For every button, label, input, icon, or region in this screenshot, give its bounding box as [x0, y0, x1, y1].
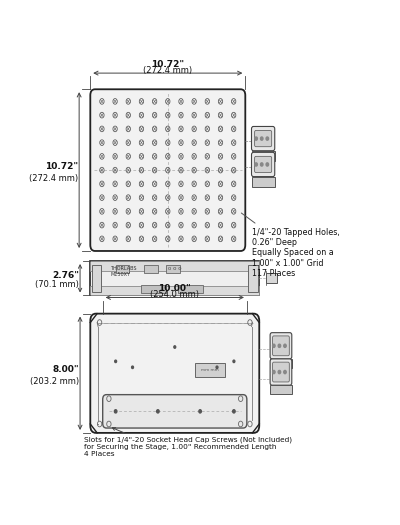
Bar: [144, 265, 158, 273]
Text: 10.72": 10.72": [151, 60, 184, 69]
Text: M150XY: M150XY: [110, 272, 130, 277]
Bar: [252, 151, 275, 161]
Bar: [270, 359, 292, 368]
Text: 8.00": 8.00": [52, 365, 79, 374]
Circle shape: [132, 366, 134, 369]
FancyBboxPatch shape: [255, 131, 272, 146]
Circle shape: [272, 371, 275, 374]
Bar: [90, 261, 259, 271]
FancyBboxPatch shape: [255, 156, 272, 173]
Bar: [270, 385, 292, 394]
FancyBboxPatch shape: [272, 336, 289, 356]
Text: 10.72": 10.72": [45, 162, 78, 171]
FancyBboxPatch shape: [272, 362, 289, 382]
Text: (70.1 mm): (70.1 mm): [35, 280, 79, 289]
Bar: [266, 273, 277, 284]
Text: THORLABS: THORLABS: [110, 266, 137, 271]
FancyBboxPatch shape: [90, 89, 245, 251]
Bar: [116, 265, 129, 273]
Text: (254.0 mm): (254.0 mm): [150, 290, 199, 299]
Text: (272.4 mm): (272.4 mm): [143, 66, 192, 75]
Text: (203.2 mm): (203.2 mm): [30, 377, 79, 386]
Text: o o o: o o o: [168, 266, 182, 271]
Bar: [90, 261, 259, 296]
Circle shape: [278, 344, 281, 348]
Circle shape: [272, 344, 275, 348]
Circle shape: [278, 371, 281, 374]
Bar: [141, 285, 166, 293]
Circle shape: [199, 410, 201, 413]
FancyBboxPatch shape: [252, 127, 275, 151]
Circle shape: [216, 366, 218, 369]
Bar: [92, 265, 101, 292]
Circle shape: [260, 137, 263, 140]
FancyBboxPatch shape: [252, 152, 275, 176]
Bar: [252, 176, 275, 187]
Circle shape: [115, 360, 116, 363]
Bar: [178, 285, 204, 293]
Circle shape: [233, 410, 235, 413]
Circle shape: [266, 163, 268, 166]
Text: Slots for 1/4"-20 Socket Head Cap Screws (Not Included)
for Securing the Stage, : Slots for 1/4"-20 Socket Head Cap Screws…: [84, 428, 292, 457]
Text: 10.00": 10.00": [158, 285, 191, 293]
Circle shape: [157, 410, 159, 413]
Circle shape: [260, 163, 263, 166]
Text: 1/4"-20 Tapped Holes,
0.26" Deep
Equally Spaced on a
1.00" x 1.00" Grid
117 Plac: 1/4"-20 Tapped Holes, 0.26" Deep Equally…: [241, 213, 339, 278]
Bar: [195, 363, 226, 377]
FancyBboxPatch shape: [270, 359, 292, 385]
Text: (272.4 mm): (272.4 mm): [29, 174, 78, 183]
Bar: [90, 286, 259, 296]
Circle shape: [255, 137, 257, 140]
Bar: [248, 265, 258, 292]
Circle shape: [255, 163, 257, 166]
Circle shape: [233, 360, 235, 363]
FancyBboxPatch shape: [103, 395, 247, 428]
Text: mm mm: mm mm: [201, 368, 219, 372]
Bar: [166, 265, 180, 273]
Circle shape: [284, 344, 286, 348]
Circle shape: [174, 346, 176, 348]
FancyBboxPatch shape: [90, 313, 259, 433]
Circle shape: [284, 371, 286, 374]
Circle shape: [266, 137, 268, 140]
FancyBboxPatch shape: [270, 333, 292, 359]
Text: 2.76": 2.76": [52, 270, 79, 279]
Circle shape: [114, 410, 117, 413]
